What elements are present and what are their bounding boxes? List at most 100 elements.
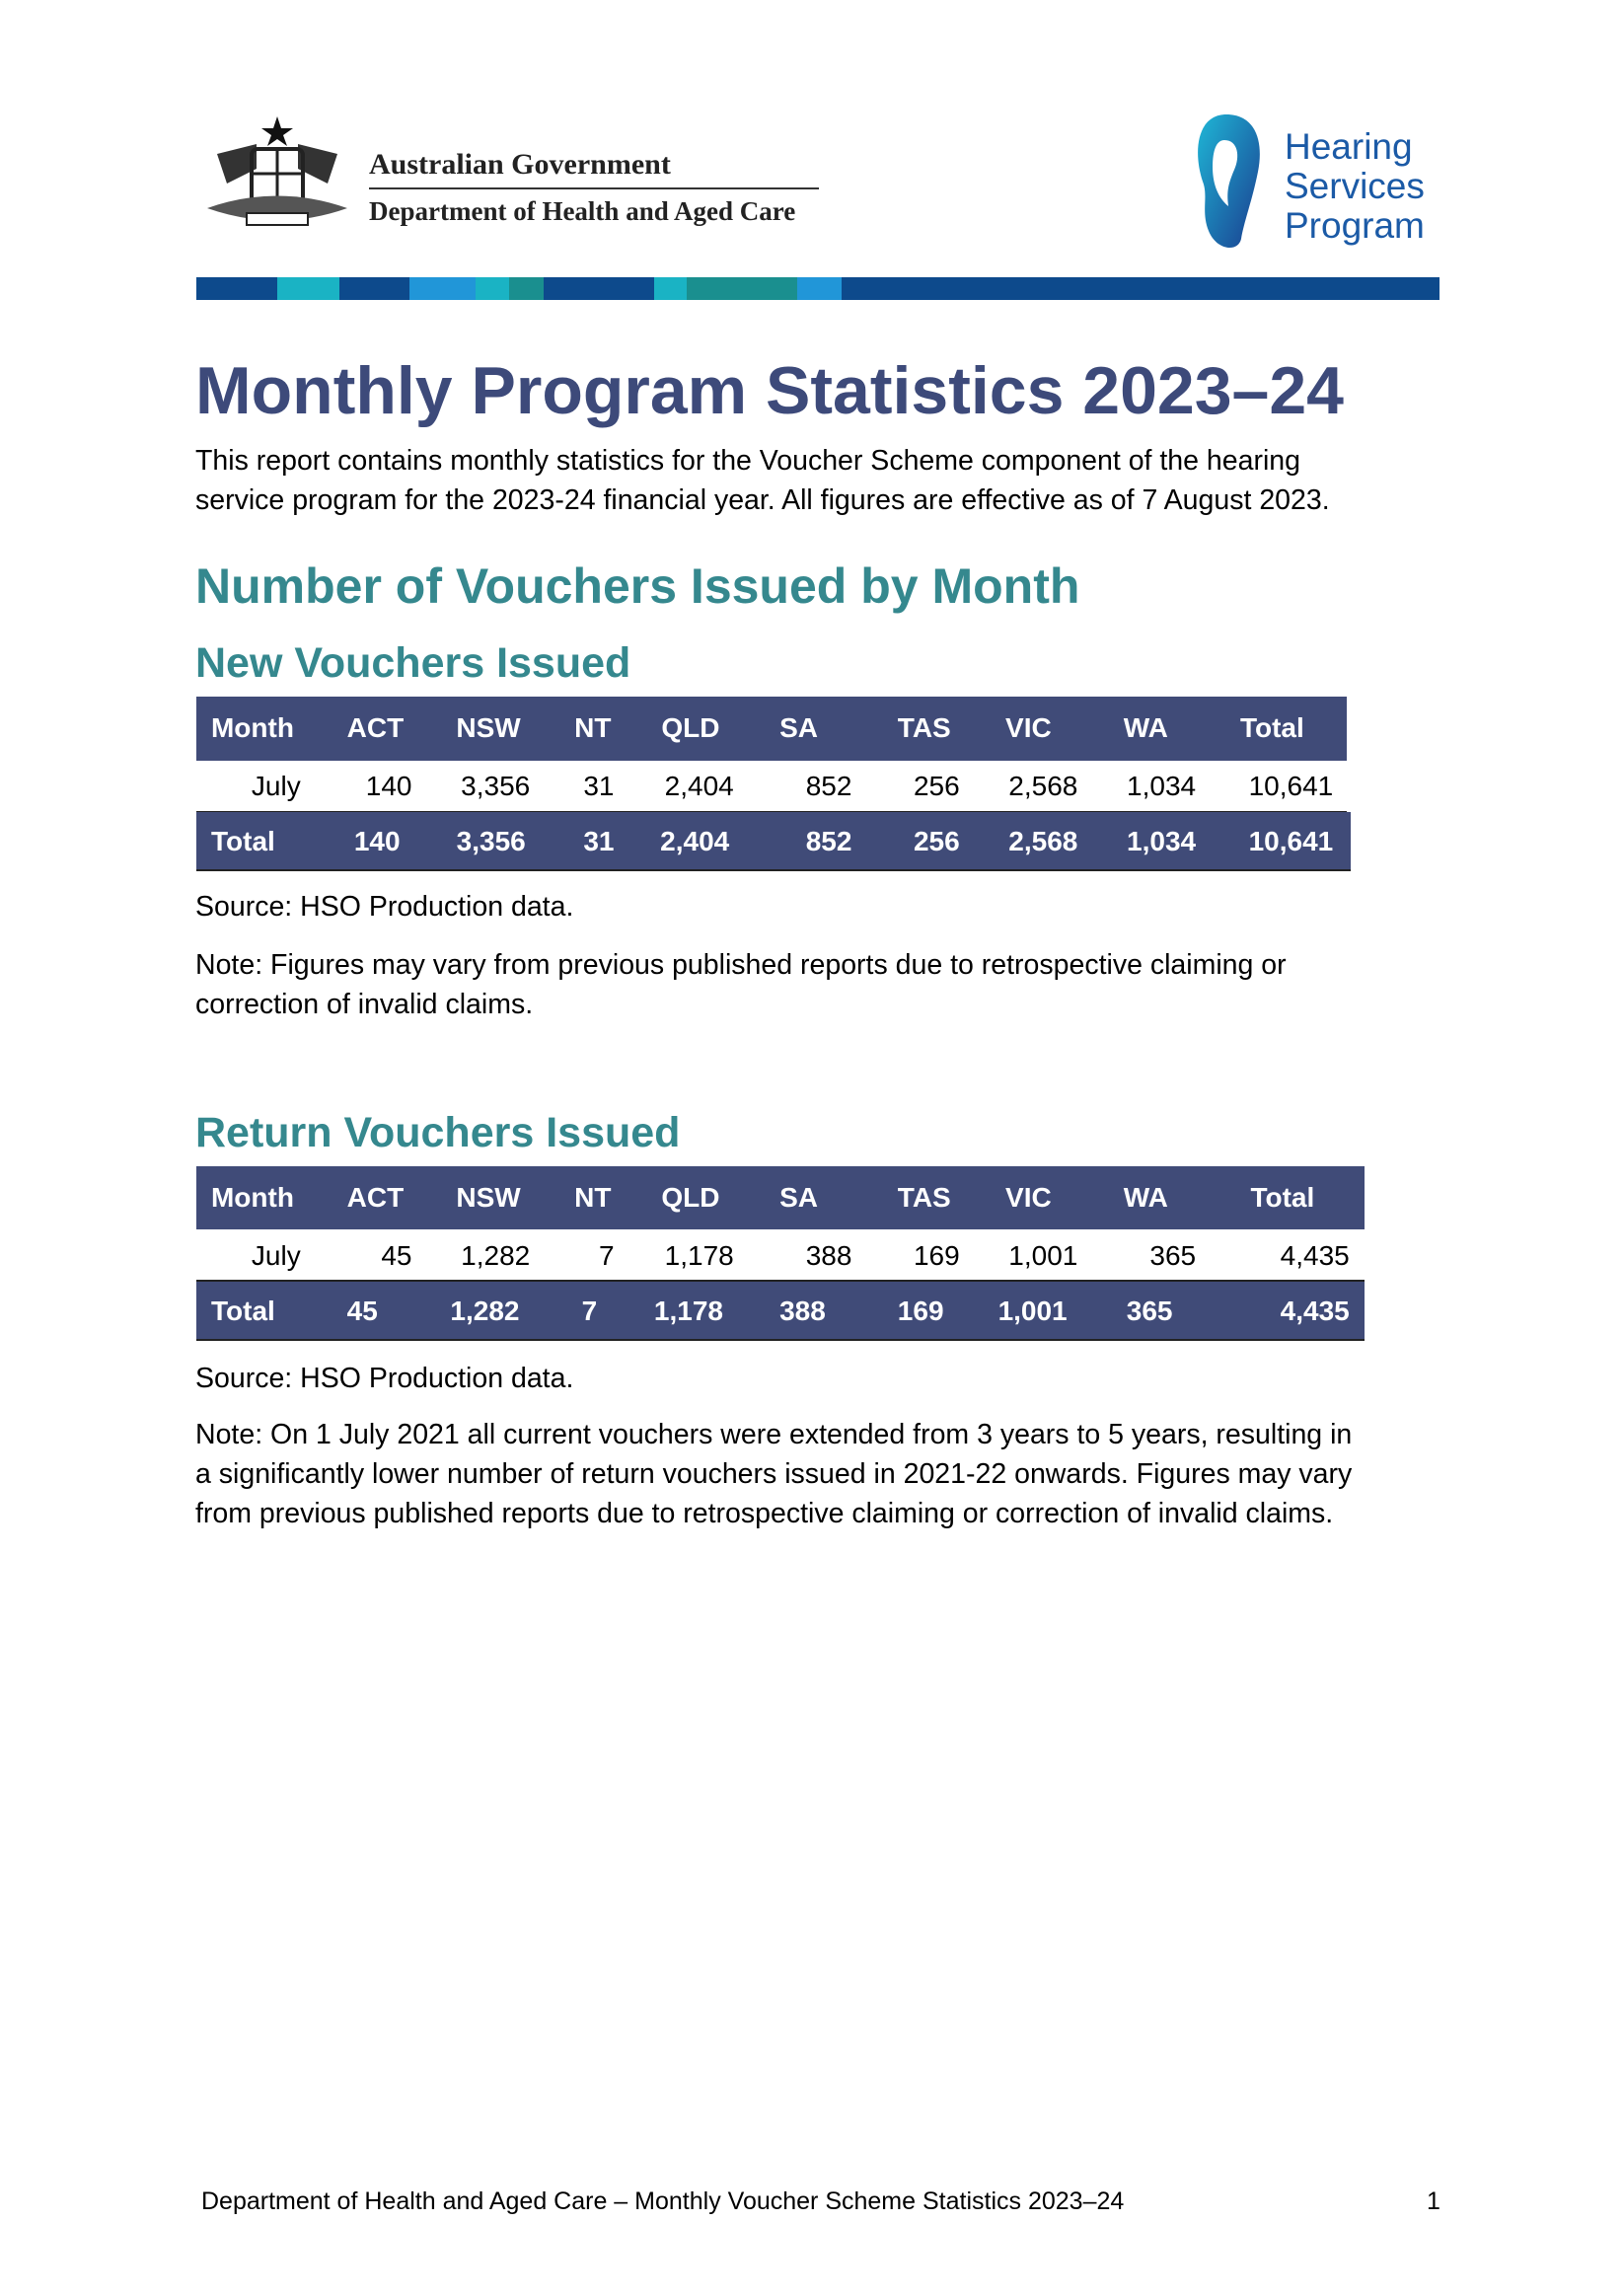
note-line: from previous published reports due to r…: [195, 1498, 1334, 1530]
column-header: QLD: [661, 1182, 720, 1214]
color-bar-segment: [277, 277, 340, 300]
gov-name: Australian Government: [369, 148, 671, 181]
column-header: NSW: [456, 712, 521, 744]
color-bar-segment: [841, 277, 1440, 300]
column-header: Month: [210, 1182, 294, 1214]
color-bar-segment: [653, 277, 688, 300]
hsp-logo-line: Hearing: [1285, 126, 1413, 167]
department: Department of Health and Aged Care: [369, 196, 796, 226]
cell: 10,641: [1248, 770, 1334, 801]
total-cell: 1,034: [1127, 825, 1197, 856]
intro-line: This report contains monthly statistics …: [195, 445, 1301, 477]
total-cell: 1,178: [653, 1295, 723, 1326]
title: Monthly Program Statistics 2023–24: [195, 353, 1345, 428]
cell: 31: [583, 770, 615, 801]
column-header: QLD: [661, 712, 720, 744]
color-bar-segment: [339, 277, 409, 300]
column-header: Total: [1250, 1182, 1315, 1214]
cell: 1,001: [1008, 1239, 1078, 1271]
note-line: a significantly lower number of return v…: [195, 1457, 1353, 1490]
column-header: ACT: [346, 712, 405, 744]
column-header: SA: [779, 1182, 818, 1214]
color-bar-segment: [797, 277, 843, 300]
cell: 3,356: [461, 770, 531, 801]
table-heading: New Vouchers Issued: [195, 638, 631, 687]
column-header: NT: [574, 712, 612, 744]
cell: 169: [913, 1239, 960, 1271]
column-header: NT: [574, 1182, 612, 1214]
row-border: [196, 1280, 1365, 1283]
column-header: NSW: [456, 1182, 521, 1214]
column-header: ACT: [346, 1182, 405, 1214]
note-line: Note: Figures may vary from previous pub…: [195, 948, 1287, 981]
total-cell: 365: [1126, 1295, 1173, 1326]
cell: 2,404: [664, 770, 734, 801]
cell: 852: [805, 770, 852, 801]
color-bar-segment: [509, 277, 545, 300]
cell: 256: [913, 770, 960, 801]
color-bar-segment: [408, 277, 477, 300]
cell: 140: [365, 770, 412, 801]
total-cell: 7: [581, 1295, 598, 1326]
total-cell: 3,356: [456, 825, 526, 856]
column-header: TAS: [897, 712, 951, 744]
column-header: VIC: [1005, 712, 1052, 744]
row-border: [196, 810, 1347, 813]
total-cell: 45: [346, 1295, 378, 1326]
table-header-bg: [196, 1166, 1365, 1230]
cell: 45: [381, 1239, 412, 1271]
cell: 365: [1149, 1239, 1197, 1271]
total-label: Total: [210, 1295, 275, 1326]
cell: 7: [598, 1239, 615, 1271]
source: Source: HSO Production data.: [195, 891, 574, 924]
total-cell: 31: [583, 825, 615, 856]
cell: 2,568: [1008, 770, 1078, 801]
section-heading: Number of Vouchers Issued by Month: [195, 558, 1080, 614]
intro-line: service program for the 2023-24 financia…: [195, 484, 1330, 516]
footer: Department of Health and Aged Care – Mon…: [201, 2187, 1125, 2215]
column-header: WA: [1123, 1182, 1168, 1214]
column-header: SA: [779, 712, 818, 744]
color-bar-segment: [475, 277, 510, 300]
total-cell: 852: [805, 825, 852, 856]
row-label: July: [251, 770, 301, 801]
note-line: correction of invalid claims.: [195, 989, 534, 1021]
table-header-bg: [196, 697, 1347, 761]
color-bar-segment: [196, 277, 278, 300]
total-cell: 140: [353, 825, 401, 856]
cell: 1,034: [1127, 770, 1197, 801]
total-cell: 1,282: [450, 1295, 520, 1326]
total-row-bg: [196, 812, 1352, 871]
total-cell: 4,435: [1280, 1295, 1350, 1326]
total-cell: 256: [913, 825, 960, 856]
table-heading: Return Vouchers Issued: [195, 1108, 681, 1156]
hsp-logo-line: Program: [1285, 205, 1425, 246]
total-cell: 2,404: [660, 825, 730, 856]
column-header: VIC: [1005, 1182, 1052, 1214]
column-header: Total: [1239, 712, 1304, 744]
cell: 1,282: [461, 1239, 531, 1271]
source: Source: HSO Production data.: [195, 1362, 574, 1394]
column-header: TAS: [897, 1182, 951, 1214]
hsp-logo-line: Services: [1285, 166, 1425, 206]
cell: 1,178: [664, 1239, 734, 1271]
total-row-bg: [196, 1281, 1365, 1341]
color-bar-segment: [543, 277, 655, 300]
note-line: Note: On 1 July 2021 all current voucher…: [195, 1418, 1353, 1450]
total-cell: 2,568: [1008, 825, 1078, 856]
hsp-logo-mark: [1198, 114, 1260, 249]
row-label: July: [251, 1239, 301, 1271]
cell: 388: [805, 1239, 852, 1271]
crest: [207, 116, 347, 226]
total-cell: 10,641: [1248, 825, 1334, 856]
total-label: Total: [210, 825, 275, 856]
page-number: 1: [1427, 2187, 1440, 2215]
total-cell: 169: [897, 1295, 944, 1326]
divider: [369, 187, 819, 189]
total-cell: 388: [779, 1295, 826, 1326]
color-bar-segment: [686, 277, 798, 300]
column-header: WA: [1123, 712, 1168, 744]
column-header: Month: [210, 712, 294, 744]
total-cell: 1,001: [997, 1295, 1068, 1326]
